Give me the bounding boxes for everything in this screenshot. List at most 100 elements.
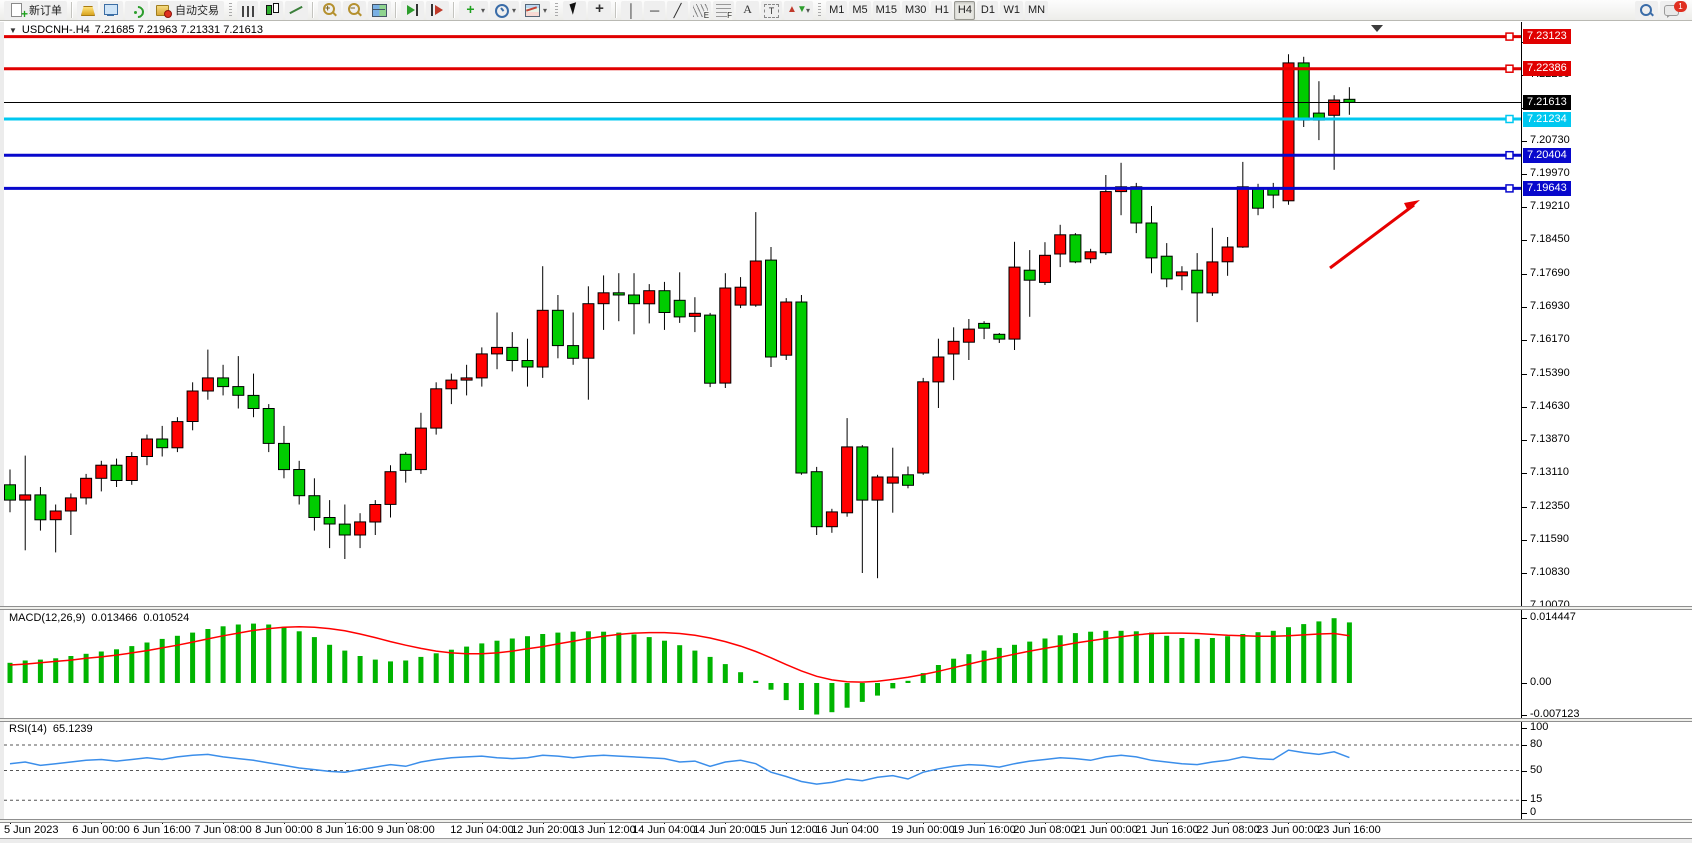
line-chart-icon bbox=[288, 2, 305, 18]
rsi-axis-label: 50 bbox=[1530, 764, 1543, 776]
panel-resizer[interactable] bbox=[0, 819, 1692, 823]
main-price-chart[interactable] bbox=[4, 22, 1521, 606]
bar-chart-button[interactable] bbox=[237, 0, 258, 20]
channel-button[interactable]: E bbox=[690, 0, 712, 20]
candle-chart-button[interactable] bbox=[260, 0, 283, 20]
terminal-button[interactable] bbox=[100, 0, 123, 20]
time-axis-label: 14 Jun 20:00 bbox=[693, 824, 757, 836]
chevron-down-icon: ▾ bbox=[806, 5, 811, 15]
price-tag: 7.22386 bbox=[1523, 61, 1571, 76]
macd-tick-mark bbox=[1522, 683, 1527, 684]
price-tick-mark bbox=[1522, 540, 1527, 541]
timeframe-m5[interactable]: M5 bbox=[849, 0, 871, 20]
macd-indicator-panel[interactable] bbox=[4, 610, 1521, 718]
macd-axis-label: 0.014447 bbox=[1530, 611, 1576, 623]
price-tick-label: 7.14630 bbox=[1530, 400, 1570, 412]
timeframe-mn[interactable]: MN bbox=[1024, 0, 1049, 20]
time-axis-label: 5 Jun 2023 bbox=[4, 824, 59, 836]
zoom-in-button[interactable]: + bbox=[318, 0, 341, 20]
panel-resizer[interactable] bbox=[0, 606, 1692, 610]
rsi-axis-label: 100 bbox=[1530, 721, 1549, 733]
window-menu-icon[interactable]: ▼ bbox=[9, 25, 17, 35]
text-button[interactable]: A bbox=[736, 0, 760, 20]
new-order-button[interactable]: 新订单 bbox=[4, 0, 67, 21]
timeframe-h1[interactable]: H1 bbox=[931, 0, 953, 20]
time-axis[interactable]: 5 Jun 2023 6 Jun 00:00 6 Jun 16:00 7 Jun 08… bbox=[0, 821, 1692, 838]
search-button[interactable] bbox=[1635, 0, 1658, 20]
price-tick-mark bbox=[1522, 407, 1527, 408]
time-axis-label: 19 Jun 00:00 bbox=[891, 824, 955, 836]
horizontal-line-button[interactable]: ─ bbox=[644, 0, 666, 20]
toolbar-separator bbox=[615, 2, 618, 18]
time-axis-label: 16 Jun 04:00 bbox=[815, 824, 879, 836]
chart-shift-icon bbox=[429, 2, 446, 18]
time-axis-label: 13 Jun 12:00 bbox=[572, 824, 636, 836]
indicators-button[interactable]: + ▾ bbox=[459, 0, 489, 20]
autotrading-button[interactable]: 自动交易 bbox=[150, 0, 224, 20]
window-frame-bottom bbox=[0, 838, 1692, 843]
chart-shift-button[interactable] bbox=[426, 0, 449, 20]
rsi-tick-mark bbox=[1522, 728, 1527, 729]
timeframe-m15[interactable]: M15 bbox=[872, 0, 901, 20]
toolbar-grip[interactable] bbox=[229, 2, 232, 18]
signals-icon bbox=[128, 2, 145, 18]
auto-scroll-button[interactable] bbox=[401, 0, 424, 20]
crosshair-icon: + bbox=[595, 0, 604, 17]
price-tick-label: 7.12350 bbox=[1530, 500, 1570, 512]
price-tick-label: 7.20730 bbox=[1530, 134, 1570, 146]
time-axis-label: 7 Jun 08:00 bbox=[194, 824, 252, 836]
timeframe-m1[interactable]: M1 bbox=[826, 0, 848, 20]
macd-signal-value: 0.010524 bbox=[143, 612, 190, 624]
cursor-button[interactable] bbox=[563, 0, 587, 20]
fibonacci-button[interactable]: F bbox=[713, 0, 735, 20]
timeframe-d1[interactable]: D1 bbox=[977, 0, 999, 20]
line-chart-button[interactable] bbox=[285, 0, 308, 20]
periods-button[interactable]: ▾ bbox=[490, 0, 520, 20]
price-tick-label: 7.17690 bbox=[1530, 267, 1570, 279]
time-axis-label: 6 Jun 00:00 bbox=[72, 824, 130, 836]
panel-resizer[interactable] bbox=[0, 718, 1692, 722]
bars-chart-icon bbox=[241, 5, 254, 17]
chevron-down-icon: ▾ bbox=[543, 5, 548, 15]
equidistant-channel-icon: E bbox=[693, 4, 710, 20]
market-watch-button[interactable] bbox=[77, 0, 98, 20]
toolbar-separator bbox=[71, 2, 73, 18]
templates-button[interactable]: ▾ bbox=[521, 0, 551, 20]
autotrading-label: 自动交易 bbox=[175, 5, 219, 17]
rsi-axis-label: 80 bbox=[1530, 738, 1543, 750]
price-tick-mark bbox=[1522, 307, 1527, 308]
rsi-indicator-panel[interactable] bbox=[4, 722, 1521, 819]
zoom-out-icon: − bbox=[346, 2, 363, 18]
price-tag: 7.21234 bbox=[1523, 112, 1571, 127]
crosshair-button[interactable]: + bbox=[588, 0, 612, 20]
zoom-out-button[interactable]: − bbox=[343, 0, 366, 20]
price-tick-mark bbox=[1522, 207, 1527, 208]
trendline-button[interactable]: ╱ bbox=[667, 0, 689, 20]
time-axis-label: 8 Jun 00:00 bbox=[255, 824, 313, 836]
time-axis-label: 14 Jun 04:00 bbox=[632, 824, 696, 836]
terminal-icon bbox=[103, 2, 120, 18]
chevron-down-icon: ▾ bbox=[481, 5, 486, 15]
templates-icon bbox=[524, 2, 541, 18]
zoom-in-icon: + bbox=[321, 2, 338, 18]
timeframe-m30[interactable]: M30 bbox=[902, 0, 930, 20]
toolbar-grip[interactable] bbox=[818, 2, 822, 18]
price-tick-label: 7.13110 bbox=[1530, 466, 1569, 478]
signals-button[interactable] bbox=[125, 0, 148, 20]
timeframe-w1[interactable]: W1 bbox=[1000, 0, 1023, 20]
arrows-button[interactable]: ▲▼ ▾ bbox=[784, 0, 814, 20]
price-tick-mark bbox=[1522, 141, 1527, 142]
chat-button[interactable]: 1 bbox=[1660, 0, 1687, 20]
rsi-axis-label: 15 bbox=[1530, 793, 1543, 805]
price-tick-mark bbox=[1522, 573, 1527, 574]
arrows-icon: ▲▼ bbox=[787, 4, 807, 15]
toolbar-grip[interactable] bbox=[555, 2, 559, 18]
text-label-button[interactable]: T bbox=[761, 0, 783, 20]
timeframe-h4[interactable]: H4 bbox=[954, 0, 976, 20]
price-tick-mark bbox=[1522, 507, 1527, 508]
price-axis[interactable]: 7.230107.222507.214907.207307.199707.192… bbox=[1521, 22, 1692, 838]
vertical-line-button[interactable]: │ bbox=[621, 0, 643, 20]
tile-windows-button[interactable] bbox=[368, 0, 391, 20]
price-tick-mark bbox=[1522, 374, 1527, 375]
